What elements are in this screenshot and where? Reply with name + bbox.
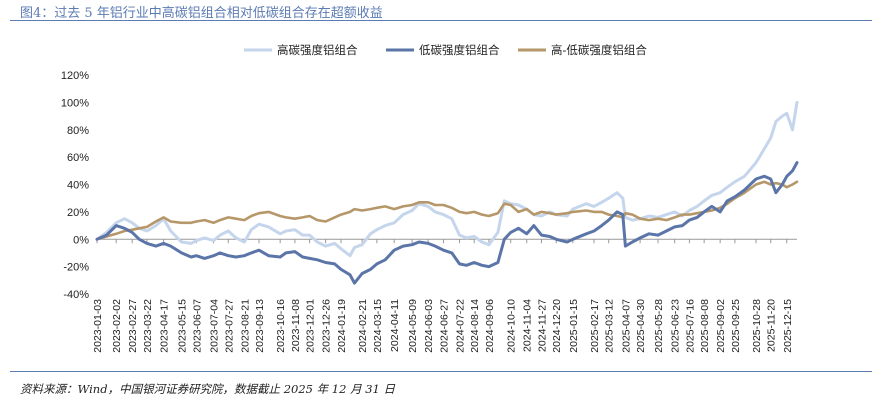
x-tick-label: 2023-01-03 <box>92 299 104 353</box>
x-tick-label: 2025-06-23 <box>670 299 682 353</box>
y-tick-label: 0% <box>73 234 89 246</box>
x-tick-label: 2024-10-10 <box>506 299 518 353</box>
x-tick-label: 2025-01-15 <box>568 299 580 353</box>
x-tick-label: 2023-08-21 <box>239 299 251 353</box>
y-tick-label: 40% <box>67 180 89 192</box>
y-tick-label: 100% <box>61 97 89 109</box>
x-tick-label: 2024-12-20 <box>551 299 563 353</box>
y-tick-label: -40% <box>63 289 89 301</box>
x-tick-label: 2024-09-06 <box>484 299 496 353</box>
x-tick-label: 2023-07-27 <box>223 299 235 353</box>
x-tick-label: 2023-11-08 <box>290 299 302 352</box>
x-tick-label: 2024-06-03 <box>423 299 435 353</box>
x-tick-label: 2023-04-17 <box>159 299 171 353</box>
source-note: 资料来源：Wind，中国银河证券研究院，数据截止 2025 年 12 月 31 … <box>20 382 396 396</box>
x-tick-label: 2023-10-16 <box>275 299 287 353</box>
y-tick-label: 80% <box>67 125 89 137</box>
x-tick-label: 2025-09-02 <box>715 299 727 353</box>
bottom-rule <box>10 371 872 372</box>
x-tick-label: 2025-11-20 <box>766 299 778 352</box>
x-tick-label: 2023-07-04 <box>209 299 221 353</box>
x-tick-label: 2024-11-04 <box>522 299 534 352</box>
y-axis: -40% -20% 0% 20% 40% 60% 80% 100% 120% <box>61 70 89 301</box>
x-tick-label: 2025-04-30 <box>635 299 647 353</box>
legend-label-low: 低碳强度铝组合 <box>419 43 500 57</box>
x-tick-label: 2025-10-28 <box>751 299 763 353</box>
legend-label-diff: 高-低碳强度铝组合 <box>551 43 647 57</box>
y-tick-label: 20% <box>67 207 89 219</box>
plot-lines <box>95 100 799 285</box>
x-tick-label: 2023-05-15 <box>177 299 189 353</box>
x-tick-label: 2025-07-16 <box>684 299 696 353</box>
x-tick-label: 2024-03-15 <box>372 299 384 353</box>
series-line-high <box>95 100 799 258</box>
x-tick-label: 2024-05-09 <box>407 299 419 353</box>
x-tick-label: 2023-02-02 <box>111 299 123 353</box>
x-tick-label: 2024-11-27 <box>536 299 548 352</box>
x-tick-label: 2025-08-08 <box>699 299 711 353</box>
x-tick-label: 2025-02-17 <box>589 299 601 353</box>
x-tick-label: 2024-07-22 <box>454 299 466 353</box>
x-tick-label: 2024-01-19 <box>336 299 348 353</box>
legend-label-high: 高碳强度铝组合 <box>277 43 358 57</box>
x-tick-label: 2025-03-12 <box>604 299 616 353</box>
series-line-diff <box>95 180 799 241</box>
y-tick-label: 60% <box>67 152 89 164</box>
x-tick-label: 2023-12-01 <box>305 299 317 353</box>
chart-legend: 高碳强度铝组合 低碳强度铝组合 高-低碳强度铝组合 <box>244 43 647 57</box>
top-rule <box>10 20 872 21</box>
x-tick-label: 2024-04-11 <box>389 299 401 352</box>
figure-title: 图4：过去 5 年铝行业中高碳铝组合相对低碳组合存在超额收益 <box>20 6 383 21</box>
x-tick-label: 2023-03-22 <box>142 299 154 353</box>
x-tick-label: 2024-02-21 <box>357 299 369 353</box>
x-tick-label: 2023-09-13 <box>254 299 266 353</box>
x-tick-label: 2023-06-07 <box>191 299 203 353</box>
x-tick-label: 2025-09-25 <box>730 299 742 353</box>
y-tick-label: -20% <box>63 262 89 274</box>
x-tick-label: 2024-08-14 <box>469 299 481 353</box>
series-line-low <box>95 161 799 285</box>
x-tick-label: 2023-02-27 <box>127 299 139 353</box>
x-tick-label: 2023-12-26 <box>321 299 333 353</box>
x-tick-label: 2024-06-27 <box>438 299 450 353</box>
x-tick-label: 2025-05-28 <box>653 299 665 353</box>
y-tick-label: 120% <box>61 70 89 82</box>
x-tick-label: 2025-04-07 <box>620 299 632 353</box>
x-tick-label: 2025-12-15 <box>782 299 794 353</box>
